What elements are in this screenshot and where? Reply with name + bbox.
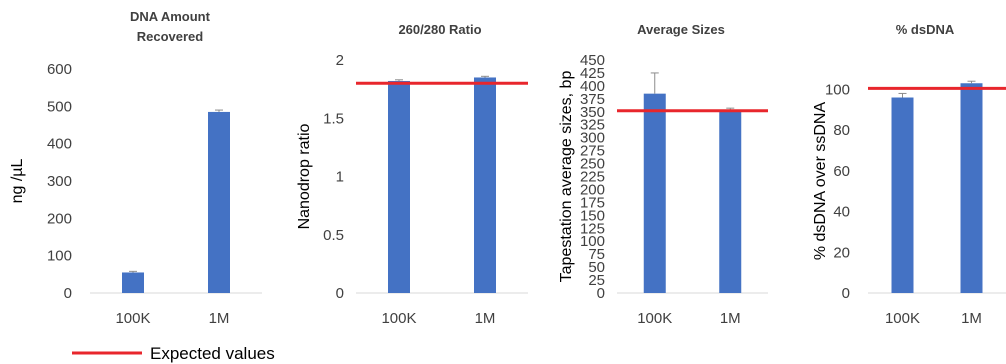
chart-3-ytick-label: 275 <box>580 143 605 160</box>
chart-4: % dsDNA % dsDNA over ssDNA 0 20 40 60 80 100 100… <box>812 22 1006 327</box>
chart-1-ytick-label: 100 <box>47 248 72 265</box>
chart-1-ytick-label: 400 <box>47 136 72 153</box>
chart-1-category-label: 1M <box>209 310 230 327</box>
chart-3-ytick-label: 150 <box>580 207 605 224</box>
chart-2-ytick-label: 1 <box>336 169 344 186</box>
chart-3-ytick-label: 125 <box>580 220 605 237</box>
chart-1-ytick-label: 200 <box>47 210 72 227</box>
chart-2-ytick-label: 0 <box>336 285 344 302</box>
chart-2-ylabel: Nanodrop ratio <box>296 123 313 229</box>
chart-4-ytick-label: 80 <box>833 122 850 139</box>
chart-4-ytick-label: 20 <box>833 244 850 261</box>
chart-3-ytick-label: 75 <box>588 246 605 263</box>
chart-3-ytick-label: 175 <box>580 194 605 211</box>
chart-1-ytick-label: 300 <box>47 173 72 190</box>
chart-1-category-label: 100K <box>115 310 150 327</box>
chart-4-ylabel: % dsDNA over ssDNA <box>812 102 829 261</box>
chart-1-title-line: DNA Amount <box>130 9 211 24</box>
chart-1-bar-1M <box>208 111 230 293</box>
chart-2-category-label: 1M <box>475 310 496 327</box>
chart-2-bar-100K <box>388 80 410 293</box>
chart-2-bar-1M <box>474 77 496 293</box>
chart-1: DNA Amount Recovered ng /µL 0 100 200 300 400 50… <box>9 9 262 327</box>
chart-4-ytick-label: 0 <box>842 285 850 302</box>
chart-2-ytick-label: 0.5 <box>323 227 344 244</box>
chart-4-ytick-label: 40 <box>833 204 850 221</box>
chart-3-ylabel: Tapestation average sizes, bp <box>558 71 575 283</box>
chart-3-category-label: 100K <box>637 310 672 327</box>
chart-2-ytick-label: 1.5 <box>323 110 344 127</box>
chart-1-ytick-label: 600 <box>47 61 72 78</box>
chart-3: Average Sizes Tapestation average sizes, … <box>558 22 768 327</box>
chart-3-ytick-label: 100 <box>580 233 605 250</box>
legend-expected-label: Expected values <box>150 344 275 363</box>
chart-1-bar-100K <box>122 272 144 293</box>
chart-3-category-label: 1M <box>720 310 741 327</box>
chart-4-ytick-label: 100 <box>825 81 850 98</box>
chart-3-title-line: Average Sizes <box>637 22 725 37</box>
chart-3-bar-100K <box>643 93 666 294</box>
chart-3-ytick-label: 400 <box>580 78 605 95</box>
chart-3-ytick-label: 225 <box>580 169 605 186</box>
chart-4-ytick-label: 60 <box>833 163 850 180</box>
chart-3-ytick-label: 375 <box>580 91 605 108</box>
chart-1-title-line: Recovered <box>137 29 204 44</box>
chart-2-ytick-label: 2 <box>336 52 344 69</box>
chart-4-title-line: % dsDNA <box>896 22 955 37</box>
chart-2: 260/280 Ratio Nanodrop ratio 0 0.5 1 1.5 2 100K… <box>296 22 528 327</box>
chart-4-category-label: 100K <box>885 310 920 327</box>
chart-1-ytick-label: 500 <box>47 98 72 115</box>
chart-2-title-line: 260/280 Ratio <box>398 22 481 37</box>
chart-4-bar-100K <box>891 97 914 293</box>
chart-3-ytick-label: 425 <box>580 65 605 82</box>
chart-3-bar-1M <box>719 110 742 294</box>
chart-4-category-label: 1M <box>961 310 982 327</box>
chart-3-ytick-label: 350 <box>580 104 605 121</box>
chart-2-category-label: 100K <box>381 310 416 327</box>
chart-3-ytick-label: 450 <box>580 52 605 69</box>
chart-3-ytick-label: 0 <box>597 285 605 302</box>
chart-3-ytick-label: 200 <box>580 181 605 198</box>
chart-1-ytick-label: 0 <box>64 285 72 302</box>
legend: Expected values <box>72 344 275 363</box>
chart-3-ytick-label: 50 <box>588 259 605 276</box>
chart-3-ytick-label: 300 <box>580 130 605 147</box>
chart-4-bar-1M <box>960 83 983 293</box>
chart-3-ytick-label: 25 <box>588 272 605 289</box>
chart-3-ytick-label: 325 <box>580 117 605 134</box>
chart-3-ytick-label: 250 <box>580 156 605 173</box>
chart-1-ylabel: ng /µL <box>9 159 26 204</box>
